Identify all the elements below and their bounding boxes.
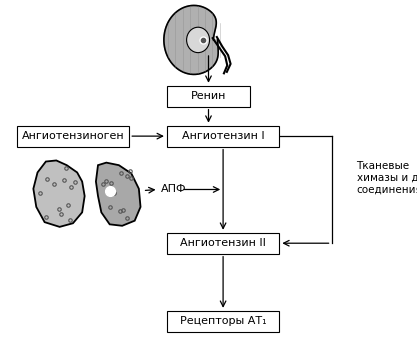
Text: Ангиотензин I: Ангиотензин I (182, 131, 264, 141)
Text: Тканевые
химазы и другие
соединения: Тканевые химазы и другие соединения (357, 161, 417, 195)
Polygon shape (96, 163, 141, 226)
FancyBboxPatch shape (17, 126, 129, 147)
Ellipse shape (187, 27, 210, 53)
FancyBboxPatch shape (167, 86, 250, 107)
FancyBboxPatch shape (167, 126, 279, 147)
FancyBboxPatch shape (167, 311, 279, 332)
Text: АПФ: АПФ (161, 184, 186, 195)
Text: Ренин: Ренин (191, 91, 226, 101)
Polygon shape (164, 5, 218, 74)
Text: Рецепторы АТ₁: Рецепторы АТ₁ (180, 316, 266, 326)
Text: Ангиотензин II: Ангиотензин II (180, 238, 266, 248)
Text: Ангиотензиноген: Ангиотензиноген (22, 131, 124, 141)
Polygon shape (33, 160, 85, 227)
FancyBboxPatch shape (167, 233, 279, 254)
